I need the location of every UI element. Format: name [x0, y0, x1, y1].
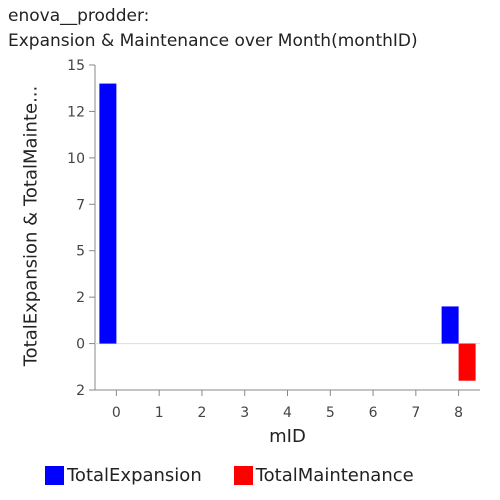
y-tick-label: 2	[76, 383, 85, 399]
x-tick-label: 5	[326, 405, 335, 421]
x-tick-label: 0	[112, 405, 121, 421]
x-tick-label: 4	[283, 405, 292, 421]
x-tick-label: 3	[240, 405, 249, 421]
legend-item-maintenance[interactable]: TotalMaintenance	[233, 465, 414, 486]
y-tick-label: 10	[67, 151, 85, 167]
bar-totalexpansion-0	[99, 83, 117, 344]
chart-title-line-1: enova__prodder:	[8, 6, 150, 26]
y-tick-label: 15	[67, 58, 85, 74]
x-tick-label: 7	[411, 405, 420, 421]
chart-title-line-2: Expansion & Maintenance over Month(month…	[8, 31, 418, 51]
x-tick-label: 6	[369, 405, 378, 421]
legend-label-expansion: TotalExpansion	[67, 465, 202, 486]
legend: TotalExpansion TotalMaintenance	[45, 465, 446, 486]
legend-swatch-maintenance	[233, 466, 253, 485]
bar-totalexpansion-8	[441, 306, 459, 344]
bar-totalmaintenance-8	[458, 343, 476, 381]
x-axis-label: mID	[269, 426, 306, 447]
y-tick-label: 7	[76, 197, 85, 213]
chart-title: enova__prodder: Expansion & Maintenance …	[8, 4, 418, 54]
y-tick-label: 2	[76, 290, 85, 306]
y-tick-label: 12	[67, 104, 85, 120]
y-tick-label: 0	[76, 337, 85, 353]
legend-label-maintenance: TotalMaintenance	[255, 465, 414, 486]
legend-item-expansion[interactable]: TotalExpansion	[45, 465, 202, 486]
x-tick-label: 8	[454, 405, 463, 421]
x-tick-label: 1	[155, 405, 164, 421]
y-tick-label: 5	[76, 244, 85, 260]
x-tick-label: 2	[197, 405, 206, 421]
legend-swatch-expansion	[45, 466, 64, 485]
